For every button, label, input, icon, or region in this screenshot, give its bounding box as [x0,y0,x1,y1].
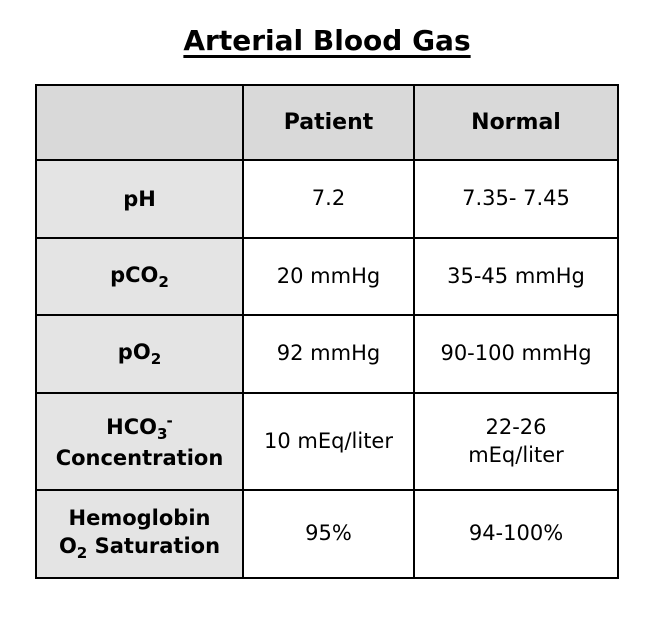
arterial-blood-gas-table: Patient Normal pH 7.2 7.35- 7.45 pCO2 20… [35,84,619,579]
table-row-po2: pO2 92 mmHg 90-100 mmHg [35,314,619,394]
row-label-hemoglobin-o2-saturation: Hemoglobin O2 Saturation [35,489,244,579]
row-label-hco3-concentration: HCO3- Concentration [35,392,244,491]
page-title: Arterial Blood Gas [183,24,471,57]
row-label-po2: pO2 [35,314,244,394]
column-header-normal: Normal [413,84,619,161]
table-header-row: Patient Normal [35,84,619,161]
table-row-pco2: pCO2 20 mmHg 35-45 mmHg [35,237,619,316]
corner-header-cell [35,84,244,161]
row-label-ph: pH [35,159,244,239]
patient-value-po2: 92 mmHg [242,314,415,394]
table-row-hco3-concentration: HCO3- Concentration 10 mEq/liter 22-26 mE… [35,392,619,491]
normal-value-hemoglobin-o2-saturation: 94-100% [413,489,619,579]
patient-value-hco3-concentration: 10 mEq/liter [242,392,415,491]
table-row-hemoglobin-o2-saturation: Hemoglobin O2 Saturation 95% 94-100% [35,489,619,579]
patient-value-pco2: 20 mmHg [242,237,415,316]
normal-value-pco2: 35-45 mmHg [413,237,619,316]
normal-value-hco3-concentration: 22-26 mEq/liter [413,392,619,491]
normal-value-ph: 7.35- 7.45 [413,159,619,239]
patient-value-hemoglobin-o2-saturation: 95% [242,489,415,579]
patient-value-ph: 7.2 [242,159,415,239]
table-row-ph: pH 7.2 7.35- 7.45 [35,159,619,239]
column-header-patient: Patient [242,84,415,161]
row-label-pco2: pCO2 [35,237,244,316]
normal-value-po2: 90-100 mmHg [413,314,619,394]
